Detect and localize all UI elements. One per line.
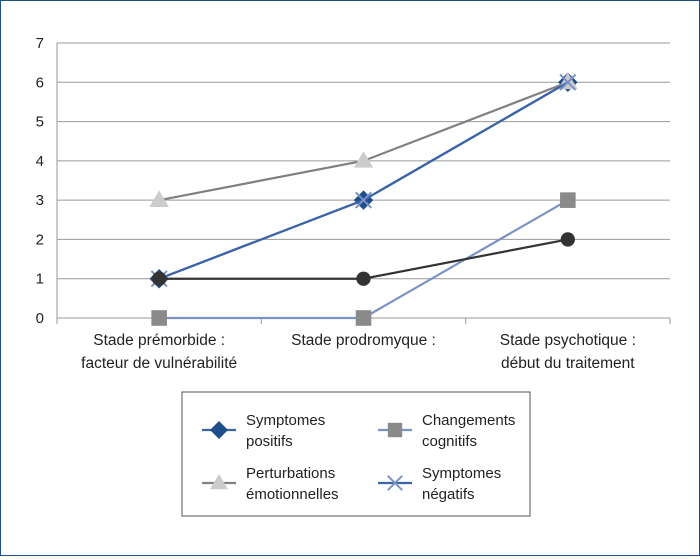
data-point-marker — [387, 475, 403, 491]
series-group — [149, 72, 578, 326]
legend: Symptomes positifs Changements cognitifs Per… — [181, 391, 531, 517]
data-point-marker — [355, 310, 372, 326]
legend-item: Symptomes négatifs — [378, 465, 501, 503]
x-category-label: facteur de vulnérabilité — [81, 355, 237, 372]
y-tick-label: 5 — [36, 114, 44, 131]
series-3 — [150, 73, 577, 288]
legend-label: émotionnelles — [246, 486, 339, 503]
series-0 — [149, 72, 578, 289]
legend-label: Symptomes — [246, 412, 325, 429]
y-tick-label: 1 — [36, 271, 44, 288]
data-point-marker — [353, 151, 374, 168]
data-point-marker — [387, 422, 403, 438]
y-tick-label: 2 — [36, 231, 44, 248]
y-tick-label: 0 — [36, 310, 44, 327]
legend-item: Symptomes positifs — [202, 412, 325, 450]
legend-label: Changements — [422, 412, 515, 429]
legend-label: positifs — [246, 433, 293, 450]
legend-box — [181, 391, 531, 517]
y-tick-label: 4 — [36, 153, 44, 170]
series-4 — [152, 232, 575, 286]
y-tick-label: 7 — [36, 35, 44, 52]
series-2 — [149, 72, 578, 207]
x-category-label: début du traitement — [501, 355, 635, 372]
legend-item: Changements cognitifs — [378, 412, 515, 450]
legend-label: négatifs — [422, 486, 475, 503]
y-tick-label: 3 — [36, 192, 44, 209]
data-point-marker — [149, 190, 169, 207]
x-category-label: Stade prémorbide : — [93, 332, 225, 349]
data-point-marker — [151, 310, 167, 326]
series-line — [158, 81, 569, 202]
x-category-label: Stade psychotique : — [500, 332, 636, 349]
legend-label: cognitifs — [422, 433, 477, 450]
x-category-label: Stade prodromyque : — [291, 332, 436, 349]
data-point-marker — [356, 271, 371, 286]
series-line — [159, 199, 569, 320]
legend-label: Perturbations — [246, 465, 335, 482]
data-point-marker — [560, 232, 575, 247]
data-point-marker — [152, 271, 167, 286]
data-point-marker — [210, 421, 228, 439]
data-point-marker — [560, 192, 576, 208]
series-line — [158, 81, 569, 280]
legend-label: Symptomes — [422, 465, 501, 482]
data-point-marker — [210, 474, 228, 490]
y-tick-label: 6 — [36, 74, 44, 91]
series-1 — [151, 192, 576, 326]
legend-item: Perturbations émotionnelles — [202, 465, 339, 503]
data-point-marker — [559, 73, 577, 91]
series-line — [158, 81, 569, 280]
data-point-marker — [354, 191, 373, 209]
